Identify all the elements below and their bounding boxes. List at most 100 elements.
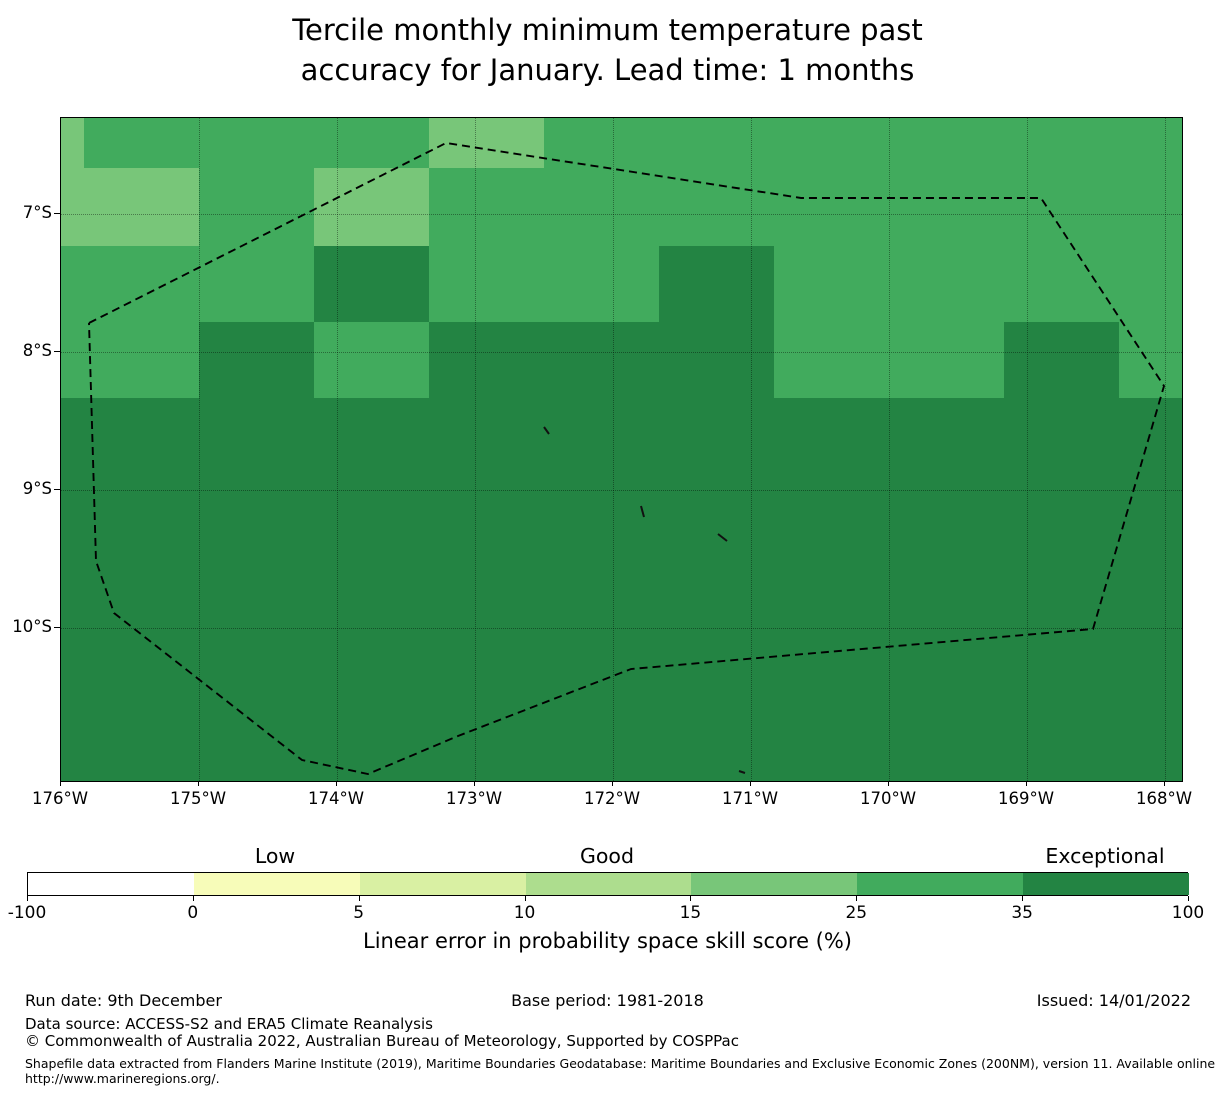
- map-cell: [774, 322, 889, 398]
- map-cell: [61, 118, 84, 168]
- run-date-text: Run date: 9th December: [25, 991, 222, 1010]
- map-cell: [544, 322, 659, 398]
- colorbar-tickmark: [856, 896, 858, 901]
- latitude-gridline: [61, 490, 1182, 491]
- copyright-text: © Commonwealth of Australia 2022, Austra…: [25, 1032, 739, 1050]
- map-cell: [889, 168, 1004, 246]
- map-cell: [544, 246, 659, 322]
- map-cell: [314, 118, 429, 168]
- x-axis-tickmark: [888, 781, 889, 786]
- longitude-gridline: [199, 118, 200, 781]
- x-axis-tickmark: [198, 781, 199, 786]
- map-cell: [774, 246, 889, 322]
- map-cell: [314, 398, 429, 781]
- data-source-text: Data source: ACCESS-S2 and ERA5 Climate …: [25, 1015, 433, 1033]
- x-axis-tickmark: [60, 781, 61, 786]
- colorbar-category-label: Good: [580, 844, 634, 868]
- map-cell: [659, 322, 774, 398]
- shapefile-attribution-line2: http://www.marineregions.org/.: [25, 1071, 220, 1086]
- map-cell: [84, 168, 199, 246]
- map-cell: [429, 398, 544, 781]
- colorbar-category-label: Low: [254, 844, 296, 868]
- map-cell: [1004, 246, 1119, 322]
- latitude-gridline: [61, 352, 1182, 353]
- map-cell: [199, 118, 314, 168]
- colorbar-segment: [193, 873, 361, 895]
- map-cell: [659, 246, 774, 322]
- colorbar-tickmark: [358, 896, 360, 901]
- latitude-gridline: [61, 214, 1182, 215]
- x-axis-tick-label: 168°W: [1135, 789, 1193, 808]
- longitude-gridline: [613, 118, 614, 781]
- colorbar-tick-label: 5: [353, 903, 365, 923]
- map-cell: [889, 246, 1004, 322]
- y-axis-tick-label: 8°S: [22, 341, 52, 360]
- map-cell: [889, 322, 1004, 398]
- map-cell: [84, 118, 199, 168]
- y-axis-tickmark: [54, 489, 60, 490]
- map-cell: [889, 118, 1004, 168]
- colorbar-tick-label: 10: [513, 903, 536, 923]
- y-axis-tick-label: 7°S: [22, 203, 52, 222]
- x-axis-tickmark: [612, 781, 613, 786]
- x-axis-tick-label: 174°W: [307, 789, 365, 808]
- map-cell: [314, 322, 429, 398]
- map-cell: [774, 118, 889, 168]
- chart-title-line2: accuracy for January. Lead time: 1 month…: [300, 53, 915, 87]
- map-cell: [659, 168, 774, 246]
- colorbar-segment: [691, 873, 858, 895]
- map-cell: [429, 322, 544, 398]
- longitude-gridline: [889, 118, 890, 781]
- map-cell: [1119, 246, 1182, 322]
- map-cell: [1004, 398, 1119, 781]
- colorbar-segment: [1023, 873, 1190, 895]
- map-cell: [61, 398, 84, 781]
- colorbar-tickmark: [192, 896, 194, 901]
- colorbar-tickmark: [1022, 896, 1024, 901]
- map-cell: [1119, 168, 1182, 246]
- map-cell: [544, 398, 659, 781]
- y-axis-tick-label: 10°S: [12, 617, 52, 636]
- colorbar-tickmark: [27, 896, 28, 901]
- colorbar-tick-label: 15: [679, 903, 702, 923]
- island-mark: [640, 505, 645, 518]
- shapefile-attribution-line1: Shapefile data extracted from Flanders M…: [25, 1056, 1215, 1071]
- map-cell: [889, 398, 1004, 781]
- x-axis-tick-label: 176°W: [31, 789, 89, 808]
- longitude-gridline: [751, 118, 752, 781]
- x-axis-tickmark: [474, 781, 475, 786]
- island-mark: [738, 770, 746, 774]
- map-cell: [774, 398, 889, 781]
- colorbar-segment: [359, 873, 527, 895]
- latitude-gridline: [61, 628, 1182, 629]
- colorbar-segment: [28, 873, 195, 895]
- map-cell: [1119, 118, 1182, 168]
- map-cell: [544, 168, 659, 246]
- map-cell: [429, 246, 544, 322]
- map-cell: [314, 246, 429, 322]
- map-cell: [84, 246, 199, 322]
- map-cell: [199, 168, 314, 246]
- colorbar-tickmark: [524, 896, 526, 901]
- x-axis-tick-label: 170°W: [859, 789, 917, 808]
- y-axis-tick-label: 9°S: [22, 479, 52, 498]
- base-period-text: Base period: 1981-2018: [511, 991, 704, 1010]
- x-axis-tickmark: [750, 781, 751, 786]
- map-cell: [544, 118, 659, 168]
- map-cell: [61, 246, 84, 322]
- y-axis-tickmark: [54, 213, 60, 214]
- map-cell: [61, 168, 84, 246]
- colorbar-tick-label: 100: [1171, 903, 1205, 923]
- y-axis-tickmark: [54, 627, 60, 628]
- colorbar-tickmark: [690, 896, 692, 901]
- colorbar-segment: [857, 873, 1024, 895]
- colorbar-category-label: Exceptional: [1045, 844, 1165, 868]
- chart-title-line1: Tercile monthly minimum temperature past: [292, 13, 923, 47]
- colorbar-bar: [27, 872, 1190, 896]
- map-cell: [429, 118, 544, 168]
- map-plot-area: [60, 117, 1183, 782]
- colorbar-tick-label: 35: [1011, 903, 1033, 923]
- island-mark: [543, 426, 550, 435]
- x-axis-tickmark: [1026, 781, 1027, 786]
